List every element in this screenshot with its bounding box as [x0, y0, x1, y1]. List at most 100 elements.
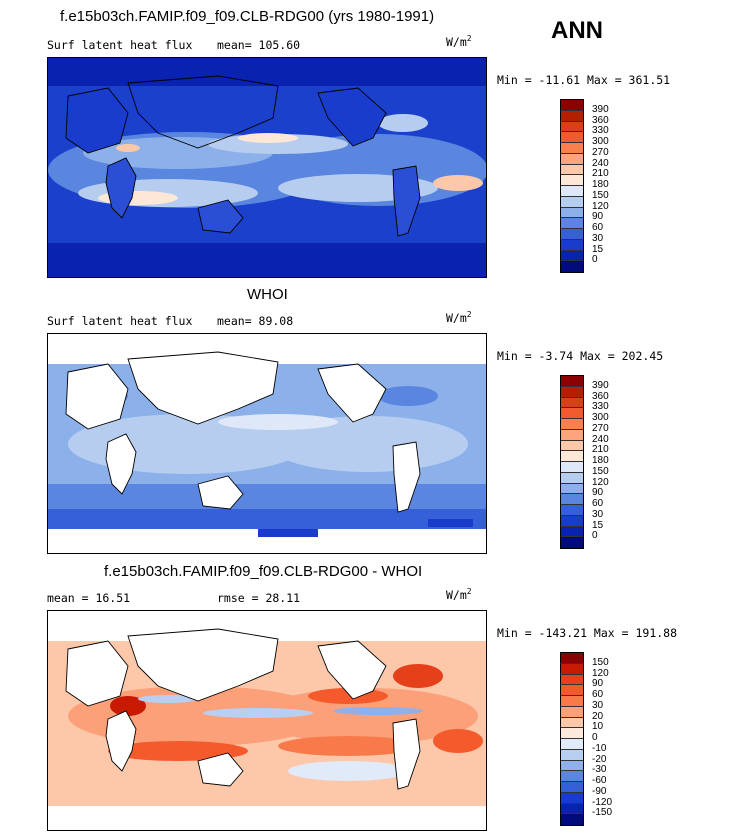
panel-2-units: W/m2 [446, 310, 472, 325]
colorbar-swatch [561, 462, 583, 473]
colorbar-swatch [561, 760, 583, 772]
colorbar-tick-label: 30 [592, 232, 604, 244]
colorbar-swatch [561, 674, 583, 686]
colorbar-swatch [561, 440, 583, 452]
colorbar-tick-label: 360 [592, 114, 609, 126]
panel-2-mean-label: mean= 89.08 [217, 314, 294, 328]
colorbar-tick-label: -20 [592, 753, 607, 765]
colorbar-tick-label: 150 [592, 189, 609, 201]
colorbar-swatch [561, 451, 583, 462]
colorbar-tick-label: -120 [592, 796, 613, 808]
colorbar-swatch [561, 505, 583, 516]
colorbar-tick-label: -60 [592, 775, 607, 786]
panel-3-colorbar [560, 652, 584, 826]
colorbar-swatch [561, 429, 583, 441]
colorbar-swatch [561, 261, 583, 272]
colorbar-tick-label: 210 [592, 168, 609, 180]
colorbar-swatch [561, 132, 583, 143]
colorbar-tick-label: 120 [592, 667, 609, 679]
colorbar-tick-label: 330 [592, 125, 609, 137]
colorbar-swatch [561, 782, 583, 793]
colorbar-tick-label: 0 [592, 530, 598, 542]
colorbar-swatch [561, 207, 583, 219]
panel-3-mean-label: mean = 16.51 [47, 591, 131, 605]
colorbar-swatch [561, 749, 583, 761]
panel-2-minmax: Min = -3.74 Max = 202.45 [497, 349, 664, 363]
colorbar-swatch [561, 483, 583, 495]
colorbar-swatch [561, 803, 583, 815]
colorbar-swatch [561, 419, 583, 430]
panel-1-mean-label: mean= 105.60 [217, 38, 301, 52]
colorbar-swatch [561, 653, 583, 664]
colorbar-tick-label: -30 [592, 764, 607, 776]
colorbar-swatch [561, 397, 583, 409]
panel-1-units: W/m2 [446, 34, 472, 49]
colorbar-tick-label: 90 [592, 211, 604, 223]
colorbar-tick-label: 30 [592, 699, 604, 711]
colorbar-tick-label: -10 [592, 742, 607, 754]
colorbar-swatch [561, 696, 583, 707]
colorbar-tick-label: 300 [592, 412, 609, 423]
panel-2-map [47, 333, 487, 554]
colorbar-swatch [561, 706, 583, 718]
colorbar-swatch [561, 739, 583, 750]
colorbar-tick-label: 300 [592, 136, 609, 147]
colorbar-swatch [561, 728, 583, 739]
colorbar-swatch [561, 494, 583, 505]
colorbar-tick-label: 390 [592, 379, 609, 391]
colorbar-tick-label: 90 [592, 487, 604, 499]
colorbar-tick-label: 330 [592, 401, 609, 413]
colorbar-tick-label: 60 [592, 222, 604, 233]
colorbar-swatch [561, 376, 583, 387]
colorbar-swatch [561, 408, 583, 419]
panel-1-map [47, 57, 487, 278]
colorbar-tick-label: 15 [592, 243, 604, 255]
colorbar-tick-label: 150 [592, 656, 609, 668]
colorbar-swatch [561, 164, 583, 176]
colorbar-swatch [561, 175, 583, 186]
colorbar-tick-label: 90 [592, 678, 604, 690]
panel-2-title: WHOI [247, 286, 288, 303]
colorbar-tick-label: 390 [592, 103, 609, 115]
colorbar-tick-label: 0 [592, 732, 598, 743]
colorbar-tick-label: 150 [592, 465, 609, 477]
colorbar-swatch [561, 121, 583, 133]
colorbar-tick-label: 210 [592, 444, 609, 456]
colorbar-tick-label: 120 [592, 200, 609, 212]
colorbar-tick-label: -150 [592, 807, 613, 819]
panel-1-map-svg [48, 58, 486, 277]
main-title: f.e15b03ch.FAMIP.f09_f09.CLB-RDG00 (yrs … [60, 8, 435, 25]
colorbar-swatch [561, 153, 583, 165]
colorbar-swatch [561, 537, 583, 548]
colorbar-swatch [561, 771, 583, 782]
panel-1-variable-label: Surf latent heat flux [47, 38, 193, 52]
panel-3-title: f.e15b03ch.FAMIP.f09_f09.CLB-RDG00 - WHO… [104, 563, 423, 580]
colorbar-swatch [561, 526, 583, 538]
colorbar-tick-label: 240 [592, 433, 609, 445]
colorbar-swatch [561, 196, 583, 208]
colorbar-tick-label: 180 [592, 455, 609, 466]
colorbar-swatch [561, 814, 583, 825]
panel-2-colorbar [560, 375, 584, 549]
colorbar-swatch [561, 515, 583, 527]
colorbar-tick-label: 10 [592, 721, 604, 733]
colorbar-tick-label: 60 [592, 689, 604, 700]
panel-3-units: W/m2 [446, 587, 472, 602]
colorbar-tick-label: -90 [592, 785, 607, 797]
panel-3-map-svg [48, 611, 486, 830]
colorbar-swatch [561, 186, 583, 197]
colorbar-tick-label: 240 [592, 157, 609, 169]
colorbar-swatch [561, 685, 583, 696]
panel-1-colorbar [560, 99, 584, 273]
colorbar-swatch [561, 110, 583, 122]
panel-2-variable-label: Surf latent heat flux [47, 314, 193, 328]
colorbar-swatch [561, 386, 583, 398]
colorbar-swatch [561, 218, 583, 229]
colorbar-tick-label: 60 [592, 498, 604, 509]
colorbar-swatch [561, 792, 583, 804]
colorbar-swatch [561, 472, 583, 484]
panel-3-minmax: Min = -143.21 Max = 191.88 [497, 626, 678, 640]
panel-2-map-svg [48, 334, 486, 553]
colorbar-tick-label: 270 [592, 146, 609, 158]
colorbar-tick-label: 15 [592, 519, 604, 531]
